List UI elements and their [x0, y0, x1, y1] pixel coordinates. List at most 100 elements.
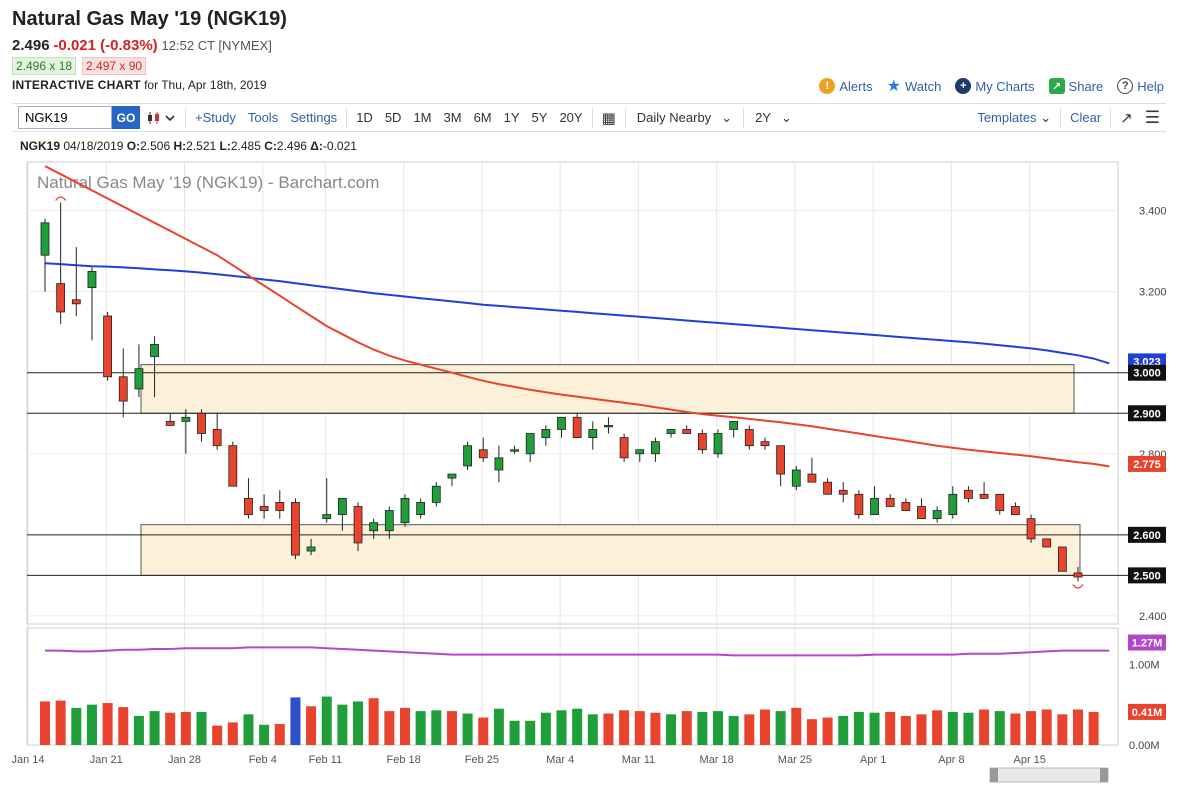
- period-3m[interactable]: 3M: [443, 110, 462, 125]
- volume-bar: [822, 717, 833, 745]
- ohlc-close-label: C:: [264, 139, 277, 153]
- level-axis-label: 2.900: [1128, 405, 1166, 422]
- x-tick-label: Jan 14: [11, 754, 44, 766]
- candle-body: [635, 449, 645, 455]
- templates-dropdown[interactable]: Templates ⌄: [971, 110, 1057, 126]
- volume-bar: [196, 711, 207, 745]
- period-5y[interactable]: 5Y: [531, 110, 548, 125]
- volume-bar: [290, 697, 301, 745]
- ohlc-readout: NGK19 04/18/2019 O:2.506 H:2.521 L:2.485…: [20, 139, 357, 153]
- volume-bar: [1057, 714, 1068, 745]
- volume-bar: [650, 712, 661, 745]
- expand-icon[interactable]: ↗: [1120, 109, 1133, 127]
- ma50-line: [44, 165, 1110, 468]
- volume-bar: [1073, 709, 1083, 745]
- go-button[interactable]: GO: [112, 106, 140, 129]
- x-tick-label: Mar 18: [700, 754, 734, 766]
- level-axis-label-text: 2.900: [1133, 408, 1161, 420]
- candle-body: [1042, 538, 1052, 548]
- chart-toolbar: GO +Study Tools Settings 1D 5D 1M 3M 6M …: [12, 103, 1166, 132]
- range-dropdown[interactable]: 2Y ⌄: [747, 110, 800, 126]
- bid-ask: 2.496 x 18 2.497 x 90: [12, 57, 147, 75]
- candle-body: [791, 469, 801, 487]
- chart-title: Natural Gas May '19 (NGK19) - Barchart.c…: [37, 173, 379, 192]
- volume-bar: [321, 696, 332, 745]
- period-1d[interactable]: 1D: [356, 110, 373, 125]
- volume-bar: [681, 711, 692, 745]
- candle-body: [259, 506, 269, 511]
- candle-body: [1057, 546, 1067, 572]
- volume-axis-label-bg: [1128, 703, 1166, 720]
- chevron-down-icon: ⌄: [781, 109, 792, 125]
- settings-button[interactable]: Settings: [290, 110, 338, 125]
- range-label: 2Y: [755, 110, 771, 125]
- alerts-link[interactable]: ! Alerts: [819, 76, 873, 96]
- candle-body: [682, 429, 692, 434]
- volume-bar: [853, 711, 864, 745]
- period-5d[interactable]: 5D: [384, 110, 402, 125]
- candle-body: [901, 502, 911, 511]
- price-change: -0.021 (-0.83%): [53, 37, 158, 54]
- ohlc-low-label: L:: [219, 139, 231, 153]
- candle-body: [431, 485, 441, 503]
- watch-link[interactable]: ★ Watch: [887, 76, 942, 96]
- clear-button[interactable]: Clear: [1070, 110, 1102, 125]
- candle-body: [995, 493, 1005, 511]
- help-link[interactable]: ? Help: [1117, 76, 1164, 96]
- calendar-icon[interactable]: ▦: [601, 109, 616, 127]
- volume-axis-label: 0.41M: [1128, 703, 1166, 720]
- x-tick-label: Feb 4: [249, 754, 277, 766]
- add-study-button[interactable]: +Study: [195, 110, 236, 125]
- volume-bar: [71, 707, 82, 745]
- candle-body: [917, 506, 926, 520]
- period-20y[interactable]: 20Y: [559, 110, 583, 125]
- volume-bar: [337, 704, 348, 745]
- high-marker: [55, 196, 67, 201]
- quote-line: 2.496 -0.021 (-0.83%) 12:52 CT [NYMEX]: [12, 37, 272, 54]
- interactive-chart-date: for Thu, Apr 18th, 2019: [144, 78, 267, 92]
- chart-type-dropdown[interactable]: [140, 109, 182, 126]
- volume-bar: [384, 711, 395, 745]
- candle-body: [447, 473, 457, 479]
- plus-circle-icon: +: [955, 78, 972, 94]
- chevron-down-icon: ⌄: [721, 109, 733, 125]
- volume-axis-label-text: 0.41M: [1132, 707, 1163, 719]
- alerts-label: Alerts: [839, 78, 873, 94]
- volume-bar: [368, 698, 379, 745]
- nearby-dropdown[interactable]: Daily Nearby ⌄: [629, 110, 740, 126]
- candle-body: [744, 429, 754, 447]
- candle-body: [619, 437, 629, 459]
- volume-bar: [994, 711, 1005, 745]
- period-1y[interactable]: 1Y: [503, 110, 520, 125]
- share-link[interactable]: ↗ Share: [1048, 76, 1103, 96]
- x-tick-label: Mar 11: [622, 754, 655, 766]
- candle-body: [87, 271, 97, 289]
- candle-body: [197, 412, 206, 434]
- alert-icon: !: [819, 78, 836, 94]
- volume-bar: [540, 712, 551, 745]
- period-1m[interactable]: 1M: [413, 110, 432, 125]
- bid-badge: 2.496 x 18: [12, 57, 77, 75]
- level-axis-label-text: 2.600: [1133, 530, 1161, 542]
- x-tick-label: Mar 25: [778, 754, 812, 766]
- volume-bar: [259, 724, 270, 745]
- candle-body: [854, 493, 864, 515]
- candle-body: [306, 546, 316, 552]
- volume-bar: [227, 722, 238, 745]
- candle-body: [572, 416, 582, 438]
- candle-body: [463, 445, 472, 467]
- my-charts-link[interactable]: + My Charts: [955, 76, 1035, 96]
- volume-bar: [744, 714, 755, 745]
- period-6m[interactable]: 6M: [473, 110, 492, 125]
- volume-bar: [572, 708, 583, 745]
- volume-bar: [916, 714, 927, 745]
- volume-bar: [947, 711, 958, 745]
- level-axis-label: 3.000: [1128, 364, 1166, 381]
- menu-icon[interactable]: ☰: [1144, 107, 1160, 127]
- y-tick-label: 2.400: [1139, 611, 1167, 623]
- x-tick-label: Apr 8: [938, 754, 964, 766]
- symbol-input[interactable]: [18, 106, 112, 129]
- tools-button[interactable]: Tools: [247, 110, 279, 125]
- ohlc-open-label: O:: [126, 139, 141, 153]
